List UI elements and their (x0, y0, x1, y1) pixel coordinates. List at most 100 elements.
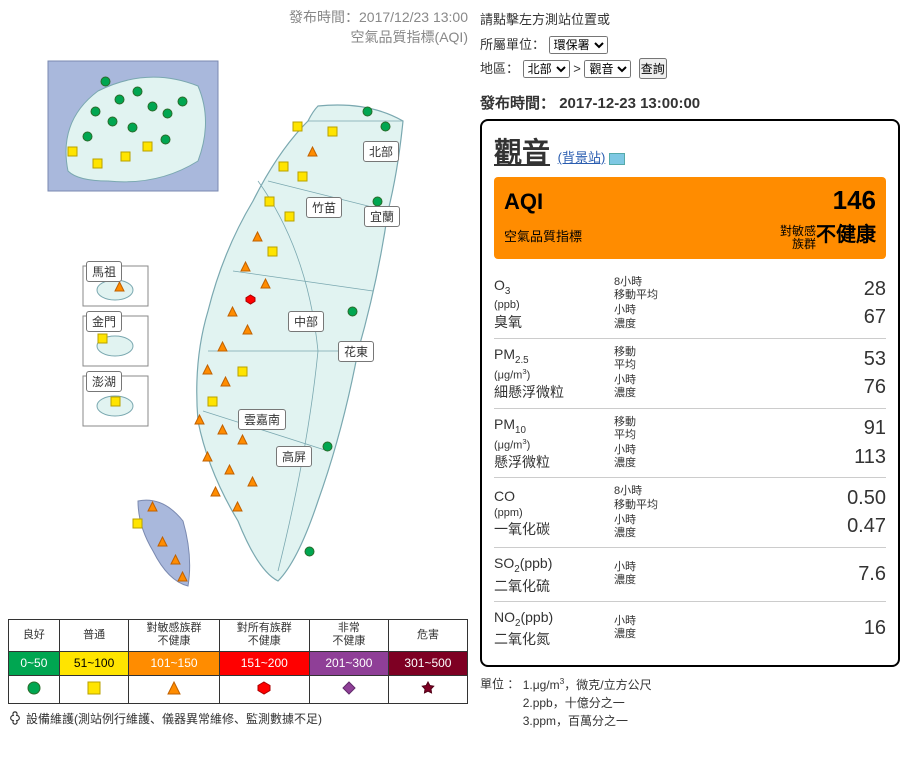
station-marker[interactable] (245, 293, 256, 308)
station-marker[interactable] (170, 553, 181, 568)
station-marker[interactable] (162, 107, 173, 122)
station-marker[interactable] (322, 440, 333, 455)
station-marker[interactable] (177, 95, 188, 110)
station-marker[interactable] (278, 160, 289, 175)
pollutant-name: NO2(ppb) 二氧化氮 (494, 608, 614, 649)
station-marker[interactable] (260, 277, 271, 292)
map-svg (8, 51, 468, 611)
station-marker[interactable] (114, 280, 125, 295)
pollutant-value: 28 (864, 278, 886, 301)
legend-shape (129, 675, 219, 703)
pollutant-row: PM10 (μg/m3) 懸浮微粒 移動 平均91小時 濃度113 (494, 409, 886, 479)
station-marker[interactable] (107, 115, 118, 130)
pollutant-value: 91 (864, 417, 886, 440)
station-marker[interactable] (100, 75, 111, 90)
legend-shape (219, 675, 309, 703)
region-label: 宜蘭 (364, 206, 400, 227)
station-marker[interactable] (160, 133, 171, 148)
pollutant-row: SO2(ppb) 二氧化硫 小時 濃度7.6 (494, 548, 886, 602)
aqi-status: 不健康 (816, 224, 876, 246)
station-marker[interactable] (90, 105, 101, 120)
legend-level-label: 良好 (9, 620, 60, 651)
station-marker[interactable] (127, 121, 138, 136)
station-marker[interactable] (202, 450, 213, 465)
maintenance-note: 設備維護(測站例行維護、儀器異常維修、監測數據不足) (8, 710, 468, 727)
station-marker[interactable] (284, 210, 295, 225)
legend-range: 301~500 (388, 651, 467, 675)
station-marker[interactable] (304, 545, 315, 560)
station-marker[interactable] (82, 130, 93, 145)
station-marker[interactable] (97, 332, 108, 347)
pollutant-metric-label: 移動 平均 (614, 346, 674, 372)
station-marker[interactable] (177, 570, 188, 585)
station-marker[interactable] (327, 125, 338, 140)
legend-level-label: 對所有族群 不健康 (219, 620, 309, 651)
station-marker[interactable] (264, 195, 275, 210)
station-marker[interactable] (232, 500, 243, 515)
legend-range: 0~50 (9, 651, 60, 675)
station-marker[interactable] (252, 230, 263, 245)
station-marker[interactable] (114, 93, 125, 108)
station-marker[interactable] (120, 150, 131, 165)
maintenance-text: 設備維護(測站例行維護、儀器異常維修、監測數據不足) (26, 710, 322, 727)
pollutant-row: CO (ppm) 一氧化碳 8小時 移動平均0.50小時 濃度0.47 (494, 478, 886, 548)
station-marker[interactable] (347, 305, 358, 320)
station-marker[interactable] (132, 517, 143, 532)
station-marker[interactable] (207, 395, 218, 410)
legend-range: 51~100 (59, 651, 129, 675)
station-marker[interactable] (307, 145, 318, 160)
search-button[interactable]: 查詢 (639, 58, 667, 79)
agency-select[interactable]: 環保署 (549, 36, 608, 54)
station-marker[interactable] (92, 157, 103, 172)
station-marker[interactable] (217, 340, 228, 355)
aqi-legend-table: 良好普通對敏感族群 不健康對所有族群 不健康非常 不健康危害 0~5051~10… (8, 619, 468, 703)
station-marker[interactable] (110, 395, 121, 410)
station-marker[interactable] (202, 363, 213, 378)
pollutant-name: CO (ppm) 一氧化碳 (494, 487, 614, 538)
station-marker[interactable] (210, 485, 221, 500)
station-marker[interactable] (194, 413, 205, 428)
legend-level-label: 危害 (388, 620, 467, 651)
legend-level-label: 對敏感族群 不健康 (129, 620, 219, 651)
station-select[interactable]: 觀音 (584, 60, 631, 78)
station-marker[interactable] (267, 245, 278, 260)
region-label: 北部 (363, 141, 399, 162)
pollutant-list: O3 (ppb) 臭氧 8小時 移動平均28小時 濃度67 PM2.5 (μg/… (494, 269, 886, 654)
aqi-map-label: 空氣品質指標(AQI) (351, 29, 468, 45)
station-marker[interactable] (242, 323, 253, 338)
pollutant-value: 113 (854, 446, 886, 469)
region-select[interactable]: 北部 (523, 60, 570, 78)
pollutant-value: 0.50 (847, 487, 886, 510)
aqi-box: AQI 146 空氣品質指標 對敏感 族群不健康 (494, 177, 886, 259)
station-name: 觀音 (494, 131, 550, 171)
pub-time-label: 發布時間： (289, 9, 359, 25)
station-marker[interactable] (297, 170, 308, 185)
station-marker[interactable] (157, 535, 168, 550)
station-marker[interactable] (227, 305, 238, 320)
units-line: 2.ppb，十億分之一 (523, 694, 652, 712)
pollutant-row: PM2.5 (μg/m3) 細懸浮微粒 移動 平均53小時 濃度76 (494, 339, 886, 409)
station-marker[interactable] (142, 140, 153, 155)
station-marker[interactable] (147, 500, 158, 515)
weather-icon[interactable] (609, 153, 625, 165)
pollutant-metric-label: 小時 濃度 (614, 514, 674, 540)
pollutant-value: 67 (864, 306, 886, 329)
station-marker[interactable] (240, 260, 251, 275)
station-marker[interactable] (220, 375, 231, 390)
pollutant-name: O3 (ppb) 臭氧 (494, 276, 614, 331)
station-marker[interactable] (224, 463, 235, 478)
station-marker[interactable] (247, 475, 258, 490)
region-label: 高屏 (276, 446, 312, 467)
region-label: 澎湖 (86, 371, 122, 392)
taiwan-map[interactable]: 北部竹苗宜蘭中部花東雲嘉南高屏馬祖金門澎湖 (8, 51, 468, 611)
station-marker[interactable] (67, 145, 78, 160)
station-marker[interactable] (292, 120, 303, 135)
background-station-link[interactable]: (背景站) (558, 150, 606, 165)
station-marker[interactable] (132, 85, 143, 100)
station-marker[interactable] (380, 120, 391, 135)
station-marker[interactable] (362, 105, 373, 120)
station-marker[interactable] (237, 365, 248, 380)
station-marker[interactable] (237, 433, 248, 448)
station-marker[interactable] (217, 423, 228, 438)
station-marker[interactable] (147, 100, 158, 115)
